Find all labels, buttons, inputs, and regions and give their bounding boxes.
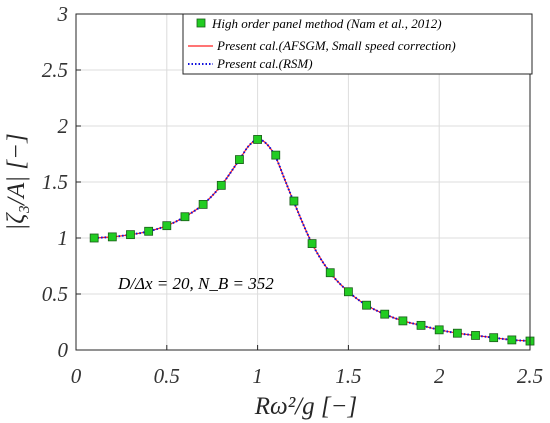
x-tick-label: 2 xyxy=(434,364,445,388)
series-layer xyxy=(89,135,535,346)
data-point xyxy=(289,196,299,206)
data-point xyxy=(107,232,117,242)
data-point xyxy=(89,233,99,243)
data-point xyxy=(416,320,426,330)
x-tick-label: 1 xyxy=(252,364,263,388)
data-point xyxy=(362,300,371,310)
series-line-2 xyxy=(94,138,531,343)
legend-box xyxy=(182,13,533,75)
x-tick-label: 0 xyxy=(71,364,82,388)
y-tick-label: 1.5 xyxy=(42,170,68,194)
x-tick-label: 1.5 xyxy=(335,364,361,388)
data-point xyxy=(434,325,444,335)
data-point xyxy=(180,212,190,222)
legend: High order panel method (Nam et al., 201… xyxy=(182,13,533,75)
data-point xyxy=(343,287,353,297)
data-point xyxy=(307,239,317,249)
legend-marker-panel-method xyxy=(196,18,206,28)
data-point xyxy=(380,309,390,319)
data-point xyxy=(471,331,480,340)
y-tick-label: 3 xyxy=(57,2,69,26)
data-point xyxy=(253,135,263,144)
data-point xyxy=(198,199,208,209)
data-point xyxy=(398,316,408,326)
x-axis-label: Rω²/g [−] xyxy=(254,393,357,420)
data-point xyxy=(271,150,281,160)
y-tick-label: 1 xyxy=(58,226,69,250)
legend-label-panel-method: High order panel method (Nam et al., 201… xyxy=(211,16,442,31)
data-point xyxy=(144,226,154,236)
legend-label-rsm: Present cal.(RSM) xyxy=(216,56,313,71)
tick-labels: 0 0.5 1 1.5 2 2.5 0 0.5 1 1.5 2 2.5 3 xyxy=(42,2,543,388)
data-point xyxy=(126,230,135,240)
y-tick-label: 0 xyxy=(58,338,69,362)
y-tick-label: 0.5 xyxy=(42,282,68,306)
y-tick-label: 2 xyxy=(58,114,69,138)
data-point xyxy=(452,328,462,338)
data-point xyxy=(216,180,226,190)
x-tick-label: 2.5 xyxy=(517,364,543,388)
data-point xyxy=(325,268,335,278)
data-point xyxy=(235,155,244,165)
y-tick-label: 2.5 xyxy=(42,58,68,82)
y-axis-label: |ζ₃/A| [−] xyxy=(3,133,30,230)
data-point xyxy=(162,221,172,231)
x-tick-label: 0.5 xyxy=(154,364,180,388)
legend-label-afsgm: Present cal.(AFSGM, Small speed correcti… xyxy=(216,38,456,53)
annotation: D/Δx = 20, N_B = 352 xyxy=(117,274,274,293)
data-point xyxy=(489,333,499,343)
data-point xyxy=(507,335,517,345)
